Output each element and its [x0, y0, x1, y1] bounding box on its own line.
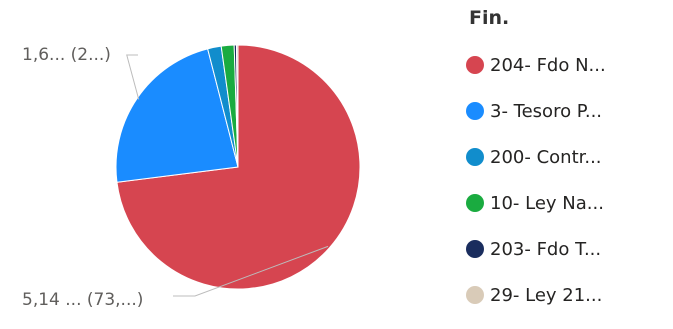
leader-line-1 [173, 245, 329, 297]
legend-label-4: 203- Fdo T... [490, 238, 602, 260]
legend-dot-3 [466, 194, 484, 212]
legend-label-0: 204- Fdo N... [490, 54, 606, 76]
legend-label-2: 200- Contr... [490, 146, 602, 168]
legend-item-3[interactable]: 10- Ley Na... [466, 180, 606, 226]
legend: Fin. 204- Fdo N... 3- Tesoro P... 200- C… [466, 4, 606, 318]
legend-item-2[interactable]: 200- Contr... [466, 134, 606, 180]
legend-dot-4 [466, 240, 484, 258]
legend-item-4[interactable]: 203- Fdo T... [466, 226, 606, 272]
pie-slice-5[interactable] [235, 44, 239, 168]
legend-label-1: 3- Tesoro P... [490, 100, 603, 122]
legend-item-1[interactable]: 3- Tesoro P... [466, 88, 606, 134]
legend-dot-0 [466, 56, 484, 74]
legend-item-0[interactable]: 204- Fdo N... [466, 42, 606, 88]
legend-dot-1 [466, 102, 484, 120]
pie-slice-1[interactable] [115, 48, 239, 183]
data-label-fdo-n: 5,14 ... (73,...) [22, 290, 144, 310]
legend-title: Fin. [469, 7, 510, 29]
legend-dot-2 [466, 148, 484, 166]
leader-line-0 [126, 54, 140, 100]
legend-dot-5 [466, 286, 484, 304]
data-label-tesoro: 1,6... (2...) [22, 45, 111, 65]
legend-item-5[interactable]: 29- Ley 21... [466, 272, 606, 318]
legend-label-3: 10- Ley Na... [490, 192, 604, 214]
legend-label-5: 29- Ley 21... [490, 284, 603, 306]
